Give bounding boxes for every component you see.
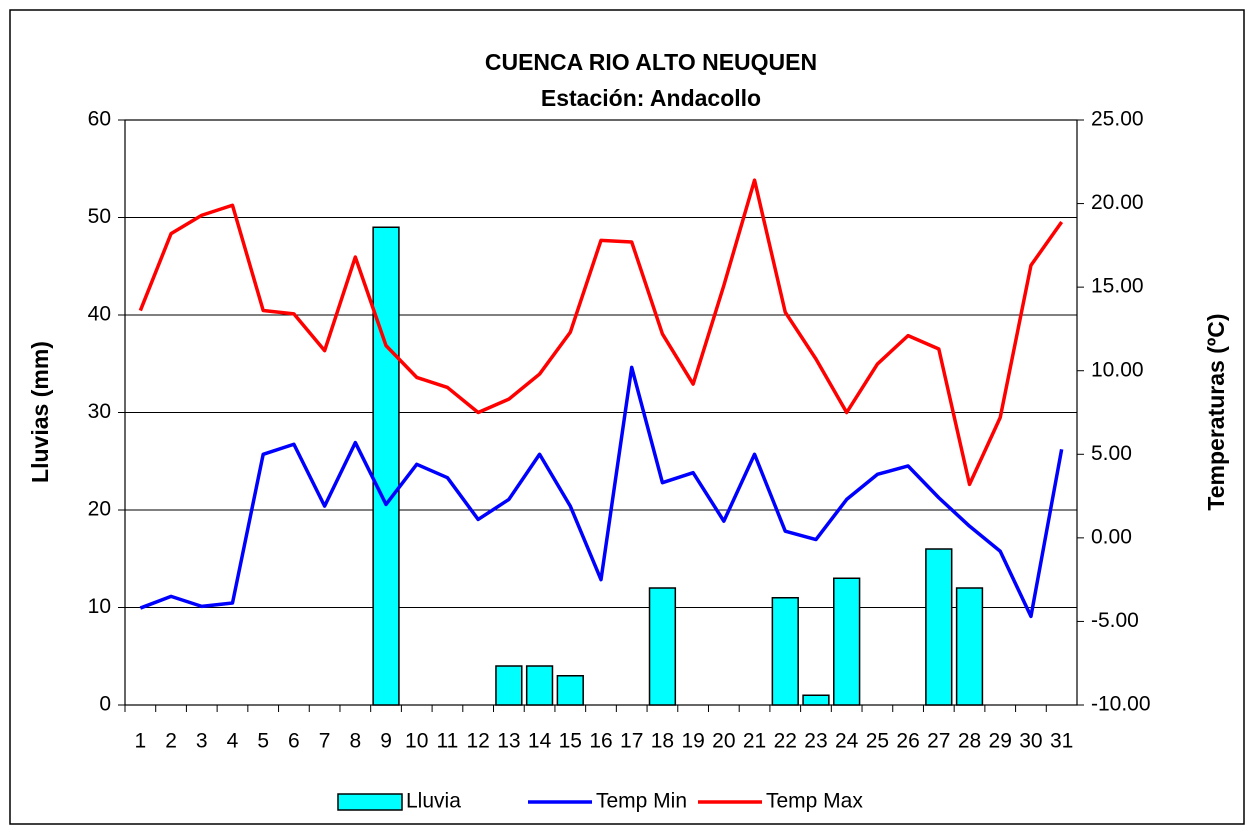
y-tick-label: 60: [88, 108, 111, 131]
x-tick-label: 3: [196, 730, 208, 753]
bar: [802, 694, 830, 706]
legend-label: Lluvia: [406, 790, 461, 813]
x-tick-label: 13: [497, 730, 520, 753]
x-tick-label: 7: [319, 730, 331, 753]
y-tick-label: 10: [88, 595, 111, 618]
x-tick-label: 30: [1019, 730, 1042, 753]
x-tick-label: 8: [349, 730, 361, 753]
legend-label: Temp Max: [766, 790, 863, 813]
x-tick-label: 16: [589, 730, 612, 753]
y-tick-label: 0: [99, 693, 111, 716]
x-tick-label: 1: [135, 730, 147, 753]
x-tick-label: 21: [743, 730, 766, 753]
y2-tick-label: 10.00: [1091, 358, 1144, 381]
bar: [771, 597, 799, 706]
x-tick-label: 28: [958, 730, 981, 753]
x-tick-label: 20: [712, 730, 735, 753]
x-tick-label: 22: [774, 730, 797, 753]
x-tick-label: 6: [288, 730, 300, 753]
bar: [833, 577, 861, 706]
x-tick-label: 9: [380, 730, 392, 753]
bar: [925, 548, 953, 706]
x-tick-label: 29: [989, 730, 1012, 753]
chart-border: [9, 9, 1245, 825]
line: [139, 365, 1064, 619]
x-tick-label: 17: [620, 730, 643, 753]
x-tick-label: 4: [227, 730, 239, 753]
y2-tick-label: 25.00: [1091, 108, 1144, 131]
x-tick-label: 24: [835, 730, 859, 753]
y-tick-label: 50: [88, 205, 111, 228]
x-tick-label: 12: [466, 730, 489, 753]
x-tick-label: 19: [681, 730, 704, 753]
y2-tick-label: 15.00: [1091, 275, 1144, 298]
y2-tick-label: 5.00: [1091, 442, 1132, 465]
chart-title: CUENCA RIO ALTO NEUQUEN: [485, 49, 817, 75]
x-tick-label: 27: [927, 730, 950, 753]
chart-subtitle: Estación: Andacollo: [541, 85, 761, 111]
y-axis-title: Lluvias (mm): [27, 341, 53, 483]
x-tick-label: 23: [804, 730, 827, 753]
legend-swatch: [337, 793, 403, 811]
y2-tick-label: 0.00: [1091, 525, 1132, 548]
y2-tick-label: -5.00: [1091, 609, 1139, 632]
x-tick-label: 26: [896, 730, 919, 753]
y2-tick-label: -10.00: [1091, 693, 1151, 716]
y2-axis-title: Temperaturas (ºC): [1203, 313, 1229, 510]
legend-label: Temp Min: [596, 790, 687, 813]
bar: [525, 665, 554, 706]
bar: [372, 226, 400, 706]
x-tick-label: 5: [257, 730, 269, 753]
y-tick-label: 20: [88, 498, 111, 521]
plot-area: [124, 119, 1078, 706]
y-tick-label: 40: [88, 303, 111, 326]
x-tick-label: 18: [651, 730, 674, 753]
line: [138, 178, 1064, 487]
y2-tick-label: 20.00: [1091, 191, 1144, 214]
x-tick-label: 25: [866, 730, 889, 753]
x-tick-label: 15: [559, 730, 582, 753]
bar: [648, 587, 677, 706]
y-tick-label: 30: [88, 400, 111, 423]
x-tick-label: 11: [437, 730, 459, 753]
bar: [556, 675, 584, 706]
bar: [495, 665, 523, 706]
x-tick-label: 14: [528, 730, 552, 753]
x-tick-label: 31: [1050, 730, 1073, 753]
bar: [955, 587, 984, 706]
x-tick-label: 2: [165, 730, 177, 753]
x-tick-label: 10: [405, 730, 428, 753]
